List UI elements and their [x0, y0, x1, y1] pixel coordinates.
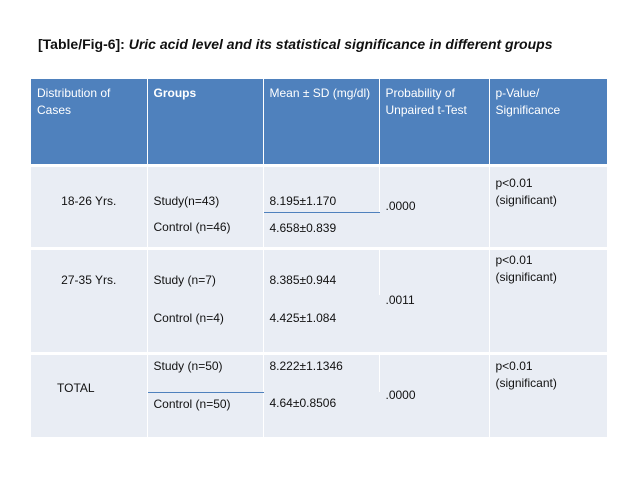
- distribution-cell: 27-35 Yrs.: [31, 246, 148, 353]
- caption-tag: [Table/Fig-6]:: [38, 36, 125, 52]
- uric-acid-table: Distribution of Cases Groups Mean ± SD (…: [31, 79, 607, 437]
- table-row: TOTAL Study (n=50) 8.222±1.1346 .0000 p<…: [31, 351, 607, 437]
- distribution-label: TOTAL: [57, 380, 95, 395]
- study-mean-cell: 8.222±1.1346: [263, 351, 380, 392]
- p-value-cell: p<0.01 (significant): [489, 351, 607, 437]
- table-row: Control (n=4) 4.425±1.084: [31, 295, 607, 353]
- p-value-cell: p<0.01 (significant): [489, 246, 607, 353]
- table-row: 27-35 Yrs. Study (n=7) 8.385±0.944 .0011…: [31, 246, 607, 353]
- table-row: Control (n=46) 4.658±0.839: [31, 212, 607, 248]
- p-value-cell: p<0.01 (significant): [489, 163, 607, 248]
- figure-caption: [Table/Fig-6]: Uric acid level and its s…: [38, 36, 553, 52]
- p-value-text: p<0.01: [495, 358, 533, 373]
- table-row: 18-26 Yrs. Study(n=43) 8.195±1.170 .0000…: [31, 163, 607, 248]
- control-group-cell: Control (n=50): [147, 392, 264, 437]
- probability-cell: .0000: [379, 351, 490, 437]
- study-mean-cell: 8.195±1.170: [263, 163, 380, 213]
- study-group-cell: Study (n=7): [147, 246, 264, 295]
- study-group-cell: Study (n=50): [147, 351, 264, 393]
- probability-cell: .0000: [379, 163, 490, 248]
- header-probability: Probability of Unpaired t-Test: [379, 79, 490, 165]
- p-value-text: p<0.01: [495, 175, 533, 190]
- header-groups: Groups: [147, 79, 264, 165]
- control-group-cell: Control (n=4): [147, 295, 264, 353]
- header-p-value: p-Value/ Significance: [489, 79, 607, 165]
- distribution-cell: 18-26 Yrs.: [31, 163, 148, 248]
- header-row: Distribution of Cases Groups Mean ± SD (…: [31, 79, 607, 165]
- significance-text: (significant): [495, 375, 557, 390]
- control-mean-cell: 4.658±0.839: [263, 212, 379, 248]
- study-group-cell: Study(n=43): [147, 163, 264, 212]
- distribution-cell: TOTAL: [31, 351, 148, 437]
- significance-text: (significant): [495, 269, 557, 284]
- caption-text: Uric acid level and its statistical sign…: [128, 36, 553, 52]
- significance-text: (significant): [495, 192, 557, 207]
- p-value-text: p<0.01: [495, 252, 533, 267]
- table-row: Control (n=50) 4.64±0.8506: [31, 392, 607, 437]
- probability-cell: .0011: [379, 246, 490, 353]
- study-mean-cell: 8.385±0.944: [263, 246, 380, 295]
- control-group-cell: Control (n=46): [147, 212, 264, 248]
- header-mean-sd: Mean ± SD (mg/dl): [263, 79, 380, 165]
- header-distribution: Distribution of Cases: [31, 79, 148, 165]
- distribution-label: 27-35 Yrs.: [61, 272, 117, 287]
- control-mean-cell: 4.425±1.084: [263, 295, 379, 353]
- control-mean-cell: 4.64±0.8506: [263, 392, 379, 437]
- distribution-label: 18-26 Yrs.: [61, 193, 117, 208]
